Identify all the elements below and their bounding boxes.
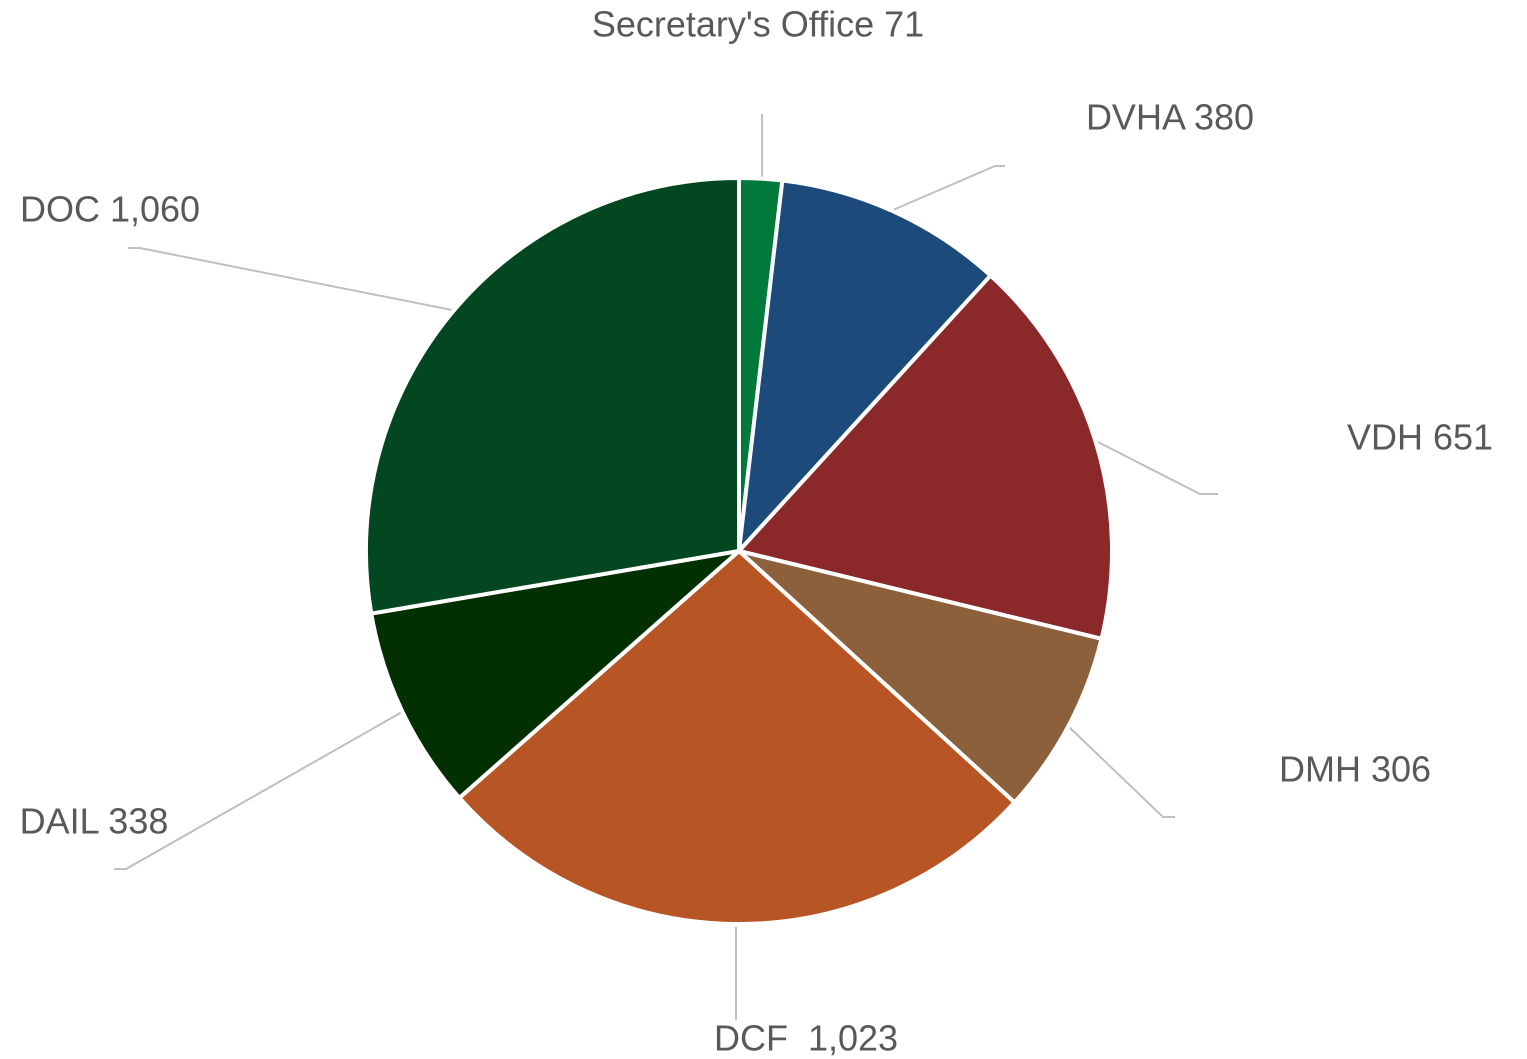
leader-line-vdh xyxy=(1097,441,1218,495)
data-label-doc: DOC 1,060 xyxy=(20,189,200,230)
pie-slices xyxy=(364,176,1114,926)
slice-dail xyxy=(369,549,741,800)
slice-dmh xyxy=(737,549,1104,805)
data-label-vdh: VDH 651 xyxy=(1347,417,1493,458)
data-labels: Secretary's Office 71 DVHA 380 VDH 651 DMH … xyxy=(20,4,1493,1059)
data-label-dcf: DCF 1,023 xyxy=(714,1018,898,1059)
data-label-dail: DAIL 338 xyxy=(20,801,169,842)
slice-dcf xyxy=(457,549,1017,926)
slice-doc xyxy=(364,176,741,616)
leader-line-dvha xyxy=(892,165,1005,211)
data-label-dvha: DVHA 380 xyxy=(1086,97,1254,138)
leader-line-doc xyxy=(128,247,453,311)
leader-line-dail xyxy=(114,711,403,870)
slice-dvha xyxy=(737,178,993,553)
data-label-dmh: DMH 306 xyxy=(1279,749,1431,790)
leader-lines xyxy=(114,114,1218,1020)
leader-line-dmh xyxy=(1067,725,1175,818)
slice-vdh xyxy=(737,273,1114,641)
data-label-secretary-s-office: Secretary's Office 71 xyxy=(592,4,924,45)
